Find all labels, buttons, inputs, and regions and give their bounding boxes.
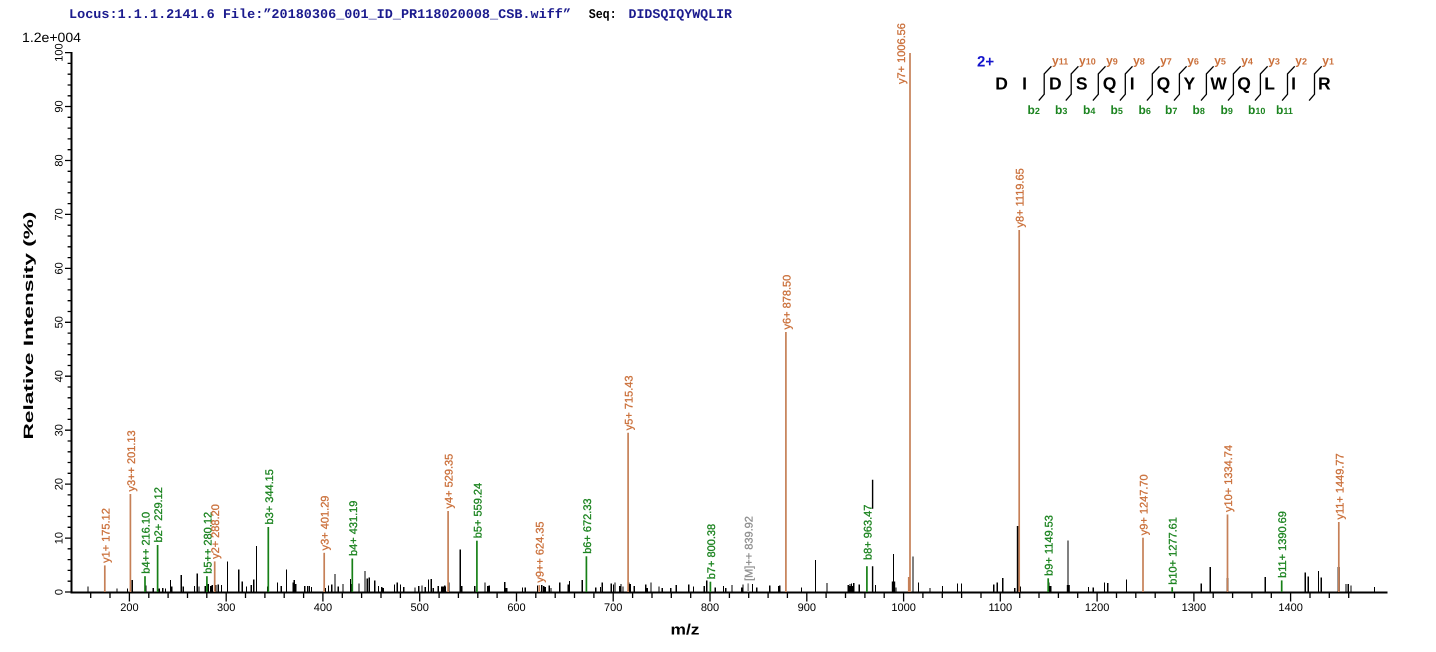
svg-text:b11: b11 — [1276, 103, 1293, 117]
svg-text:y11+ 1449.77: y11+ 1449.77 — [1334, 453, 1346, 519]
svg-text:1200: 1200 — [1085, 602, 1109, 614]
svg-text:1100: 1100 — [988, 602, 1012, 614]
svg-text:700: 700 — [604, 602, 622, 614]
svg-text:2+: 2+ — [977, 54, 994, 71]
svg-text:y3+ 401.29: y3+ 401.29 — [320, 496, 332, 551]
svg-text:b6: b6 — [1139, 103, 1151, 117]
svg-text:600: 600 — [507, 602, 525, 614]
svg-text:Q: Q — [1157, 74, 1171, 94]
svg-text:I: I — [1291, 74, 1296, 94]
svg-text:1.2e+004: 1.2e+004 — [22, 30, 82, 45]
svg-text:y2: y2 — [1295, 53, 1307, 67]
svg-text:y9: y9 — [1106, 53, 1118, 67]
svg-text:y5+ 715.43: y5+ 715.43 — [624, 375, 636, 430]
svg-text:y2+ 288.20: y2+ 288.20 — [210, 504, 222, 559]
svg-text:y8+ 1119.65: y8+ 1119.65 — [1015, 168, 1027, 227]
svg-text:DIDSQIQYWQLIR: DIDSQIQYWQLIR — [629, 7, 733, 22]
svg-text:y3: y3 — [1268, 53, 1280, 67]
svg-text:D: D — [1049, 74, 1062, 94]
svg-text:100: 100 — [54, 43, 66, 61]
svg-text:b3+ 344.15: b3+ 344.15 — [264, 469, 276, 524]
svg-text:R: R — [1318, 74, 1331, 94]
svg-text:40: 40 — [54, 370, 66, 382]
svg-text:D: D — [995, 74, 1008, 94]
svg-text:y1+ 175.12: y1+ 175.12 — [100, 508, 112, 563]
svg-text:b10+ 1277.61: b10+ 1277.61 — [1168, 517, 1180, 585]
svg-text:0: 0 — [54, 589, 66, 595]
svg-text:b10: b10 — [1248, 103, 1265, 117]
svg-text:b9+ 1149.53: b9+ 1149.53 — [1044, 515, 1056, 576]
svg-text:20: 20 — [54, 478, 66, 490]
svg-text:b11+ 1390.69: b11+ 1390.69 — [1277, 511, 1289, 578]
svg-text:200: 200 — [120, 602, 138, 614]
svg-text:L: L — [1264, 74, 1275, 94]
svg-text:y4+ 529.35: y4+ 529.35 — [444, 454, 456, 509]
svg-text:S: S — [1076, 74, 1088, 94]
svg-text:b7+ 800.38: b7+ 800.38 — [706, 524, 718, 579]
svg-text:1000: 1000 — [891, 602, 915, 614]
svg-text:70: 70 — [54, 208, 66, 220]
svg-text:90: 90 — [54, 100, 66, 112]
svg-text:b4+ 431.19: b4+ 431.19 — [348, 501, 360, 556]
svg-text:50: 50 — [54, 316, 66, 328]
svg-text:b8: b8 — [1193, 103, 1205, 117]
svg-text:900: 900 — [798, 602, 816, 614]
svg-text:y9++ 624.35: y9++ 624.35 — [535, 521, 547, 582]
svg-text:b7: b7 — [1165, 103, 1177, 117]
svg-text:b4: b4 — [1083, 103, 1095, 117]
svg-text:b5+ 559.24: b5+ 559.24 — [472, 483, 484, 538]
svg-text:y11: y11 — [1052, 53, 1068, 67]
svg-text:y7+ 1006.56: y7+ 1006.56 — [896, 23, 908, 84]
svg-text:Q: Q — [1103, 74, 1117, 94]
svg-text:y5: y5 — [1214, 53, 1226, 67]
svg-text:b2+ 229.12: b2+ 229.12 — [153, 487, 165, 542]
svg-text:y8: y8 — [1133, 53, 1145, 67]
svg-text:Y: Y — [1184, 74, 1196, 94]
svg-text:80: 80 — [54, 154, 66, 166]
svg-text:Q: Q — [1237, 74, 1251, 94]
svg-text:I: I — [1022, 74, 1027, 94]
svg-text:30: 30 — [54, 424, 66, 436]
svg-text:10: 10 — [54, 532, 66, 544]
svg-text:[M]++ 839.92: [M]++ 839.92 — [744, 516, 756, 581]
svg-text:y4: y4 — [1241, 53, 1253, 67]
svg-text:I: I — [1130, 74, 1135, 94]
svg-text:Locus:1.1.1.2141.6 File:”20180: Locus:1.1.1.2141.6 File:”20180306_001_ID… — [69, 7, 571, 22]
svg-text:y10+ 1334.74: y10+ 1334.74 — [1223, 445, 1235, 512]
svg-text:1400: 1400 — [1278, 602, 1302, 614]
svg-text:y3++ 201.13: y3++ 201.13 — [126, 430, 138, 491]
svg-text:y6+ 878.50: y6+ 878.50 — [781, 275, 793, 330]
svg-text:y6: y6 — [1187, 53, 1199, 67]
svg-text:1300: 1300 — [1182, 602, 1206, 614]
svg-text:60: 60 — [54, 262, 66, 274]
svg-text:b5: b5 — [1111, 103, 1123, 117]
svg-text:Relative Intensity (%): Relative Intensity (%) — [21, 212, 36, 440]
svg-text:500: 500 — [411, 602, 429, 614]
svg-text:400: 400 — [314, 602, 332, 614]
svg-text:b2: b2 — [1028, 103, 1040, 117]
svg-text:y9+ 1247.70: y9+ 1247.70 — [1139, 474, 1151, 535]
svg-text:300: 300 — [217, 602, 235, 614]
svg-text:W: W — [1210, 74, 1227, 94]
svg-text:b4++ 216.10: b4++ 216.10 — [141, 512, 153, 574]
svg-text:800: 800 — [701, 602, 719, 614]
svg-text:y7: y7 — [1160, 53, 1172, 67]
svg-text:b5++ 280.12: b5++ 280.12 — [202, 512, 214, 574]
svg-text:b3: b3 — [1055, 103, 1067, 117]
svg-text:y10: y10 — [1079, 53, 1096, 67]
svg-text:y1: y1 — [1322, 53, 1334, 67]
svg-text:b6+ 672.33: b6+ 672.33 — [582, 498, 594, 553]
svg-text:Seq:: Seq: — [589, 7, 617, 22]
svg-text:m/z: m/z — [671, 622, 700, 639]
svg-text:b8+ 963.47: b8+ 963.47 — [863, 505, 875, 560]
svg-text:b9: b9 — [1221, 103, 1233, 117]
